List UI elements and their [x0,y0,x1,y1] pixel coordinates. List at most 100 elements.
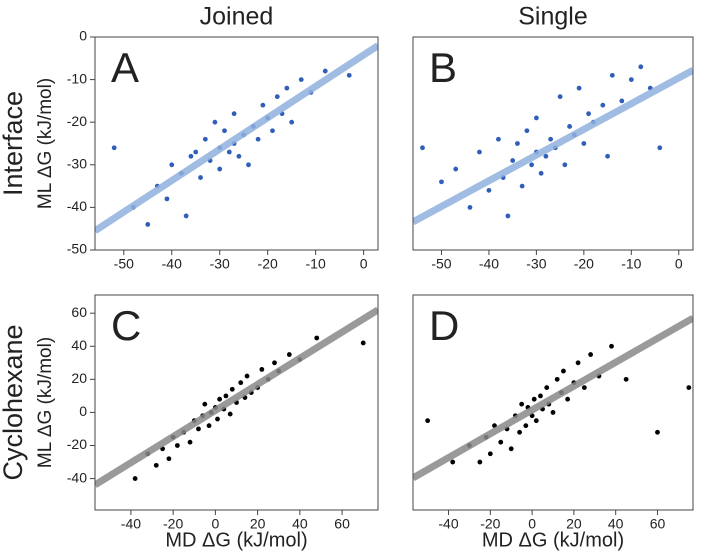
point [609,72,615,78]
point [193,149,199,155]
plot-area [95,42,378,234]
x-tick-label: 0 [528,516,536,532]
column-title: Joined [200,3,274,31]
point [206,423,212,429]
point [565,396,571,402]
point [284,85,290,91]
point [538,393,543,399]
fit-line [413,67,693,225]
y-tick-label: -20 [67,113,87,129]
point [212,119,218,125]
point [505,213,511,219]
point [255,136,261,142]
point [272,360,277,366]
point [187,439,193,445]
point [196,426,201,432]
point [548,136,554,142]
point [153,462,159,468]
x-tick-label: -30 [210,256,230,272]
x-tick-label: -40 [121,516,141,532]
point [605,153,610,159]
y-tick-label: 0 [79,403,87,419]
point [238,380,244,386]
point [198,175,203,180]
x-tick-label: -40 [438,516,458,532]
x-tick-label: -50 [431,256,451,272]
point [533,115,539,121]
point [510,158,516,163]
point [164,196,170,202]
point [450,459,456,465]
point [581,385,587,391]
x-tick-label: -20 [480,516,500,532]
x-tick-label: -50 [114,256,134,272]
x-tick-label: 60 [334,516,350,532]
x-tick-label: 0 [360,256,368,272]
point [453,166,459,172]
point [496,136,501,142]
point [132,476,138,481]
point [686,385,692,391]
point [477,149,482,155]
y-tick-label: -20 [67,436,87,452]
point [550,410,556,415]
plot-frame [94,36,379,251]
x-tick-label: 40 [292,516,308,532]
plot-frame [412,294,694,511]
plot-frame [94,294,379,511]
x-tick-label: -30 [526,256,546,272]
point [619,98,625,104]
point [533,418,539,424]
point [657,145,663,151]
point [586,111,591,117]
point [215,416,220,422]
x-tick-label: 60 [650,516,666,532]
y-tick-label: 40 [71,337,87,353]
x-tick-label: -20 [574,256,594,272]
point [519,401,525,407]
point [467,205,473,210]
point [420,145,425,151]
point [217,396,223,402]
point [519,183,525,189]
x-tick-label: -40 [479,256,499,272]
point [360,340,366,346]
point [567,124,573,129]
plot-area [95,306,378,488]
point [202,401,208,407]
point [543,153,549,159]
point [259,367,265,372]
point [111,145,117,151]
point [222,128,227,134]
point [562,162,568,168]
point [508,446,514,452]
point [529,162,535,168]
y-tick-label: -50 [67,241,87,257]
point [231,111,237,117]
plot-frame [412,36,694,251]
point [236,153,242,159]
point [174,443,180,448]
point [581,141,587,146]
point [538,170,544,176]
panel-label: C [111,302,141,349]
point [270,128,275,134]
plot-area [413,64,693,225]
point [561,368,566,374]
point [609,343,614,349]
x-tick-label: -20 [163,516,183,532]
point [260,102,266,108]
point [226,149,232,155]
point [227,411,233,417]
point [298,77,304,82]
row-label: Cyclohexane [0,324,28,480]
point [638,64,644,70]
plot-area [413,315,693,481]
point [439,179,444,185]
y-tick-label: -30 [67,156,87,172]
point [477,459,483,465]
fit-line [95,306,378,488]
point [588,352,594,357]
point [517,429,522,435]
y-axis-label: ML ΔG (kJ/mol) [35,337,56,468]
